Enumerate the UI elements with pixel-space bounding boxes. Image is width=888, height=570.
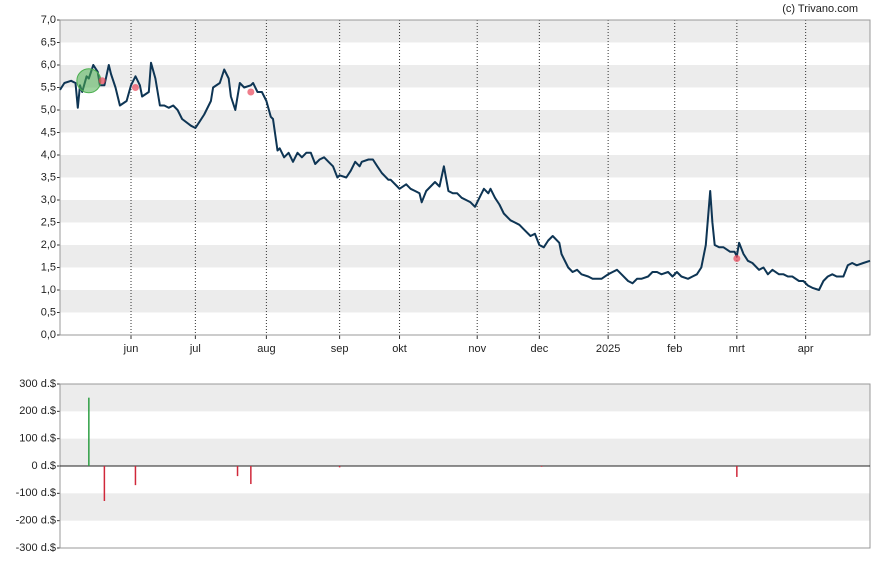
y-tick-label: 100 d.$ xyxy=(19,433,56,445)
sell-marker xyxy=(733,255,741,262)
y-tick-label: 0,5 xyxy=(41,306,56,318)
x-tick-label: okt xyxy=(392,343,407,355)
y-tick-label: 1,0 xyxy=(41,284,56,296)
y-tick-label: -100 d.$ xyxy=(16,487,56,499)
y-tick-label: 200 d.$ xyxy=(19,405,56,417)
y-tick-label: 7,0 xyxy=(41,14,56,26)
band xyxy=(60,245,870,268)
x-tick-label: mrt xyxy=(729,343,745,355)
x-tick-label: feb xyxy=(667,343,682,355)
y-tick-label: 0,0 xyxy=(41,329,56,341)
y-tick-label: 6,0 xyxy=(41,59,56,71)
y-tick-label: 4,0 xyxy=(41,149,56,161)
y-tick-label: 0 d.$ xyxy=(32,460,56,472)
price-line xyxy=(59,61,871,291)
sell-marker xyxy=(98,77,106,85)
sell-marker xyxy=(247,88,255,96)
x-tick-label: 2025 xyxy=(596,343,620,355)
y-tick-label: -300 d.$ xyxy=(16,542,56,554)
y-tick-label: 3,0 xyxy=(41,194,56,206)
x-tick-label: dec xyxy=(530,343,548,355)
band xyxy=(60,155,870,178)
band xyxy=(60,20,870,43)
band xyxy=(60,65,870,88)
x-tick-label: nov xyxy=(468,343,486,355)
y-tick-label: 300 d.$ xyxy=(19,378,56,390)
y-tick-label: 2,5 xyxy=(41,216,56,228)
band xyxy=(60,200,870,223)
x-tick-label: apr xyxy=(798,343,814,355)
y-tick-label: -200 d.$ xyxy=(16,515,56,527)
buy-marker xyxy=(76,68,102,94)
sell-marker xyxy=(131,84,139,91)
y-tick-label: 5,5 xyxy=(41,81,56,93)
band xyxy=(60,290,870,313)
y-tick-label: 4,5 xyxy=(41,126,56,138)
y-tick-label: 5,0 xyxy=(41,104,56,116)
plot-frame xyxy=(59,19,871,336)
band xyxy=(60,110,870,133)
credit: (c) Trivano.com xyxy=(782,3,858,15)
y-tick-label: 2,0 xyxy=(41,239,56,251)
y-tick-label: 6,5 xyxy=(41,36,56,48)
band xyxy=(60,438,870,466)
band xyxy=(60,384,870,412)
y-tick-label: 3,5 xyxy=(41,171,56,183)
x-tick-label: aug xyxy=(257,343,275,355)
x-tick-label: jun xyxy=(123,343,139,355)
x-tick-label: jul xyxy=(189,343,201,355)
x-tick-label: sep xyxy=(331,343,349,355)
y-tick-label: 1,5 xyxy=(41,261,56,273)
band xyxy=(60,493,870,521)
